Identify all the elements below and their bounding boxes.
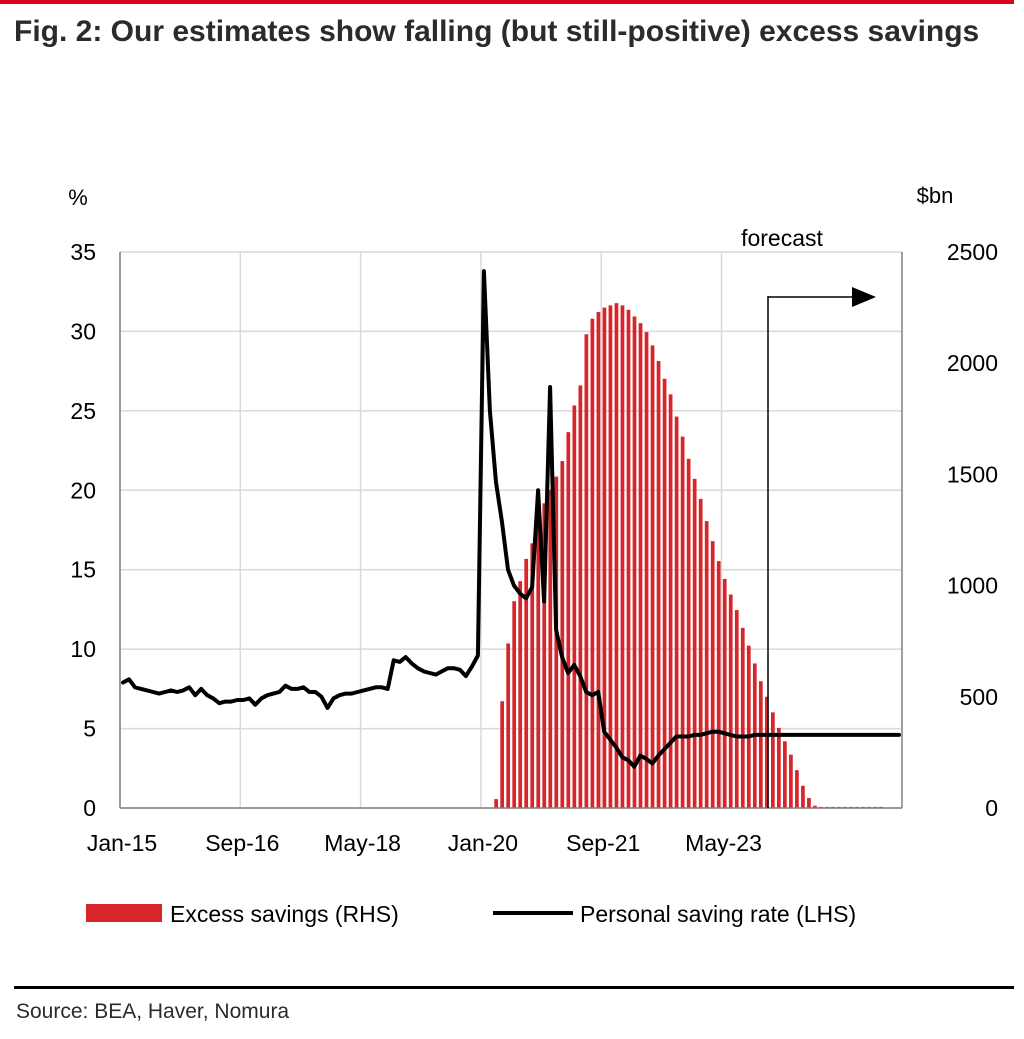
- figure-title: Fig. 2: Our estimates show falling (but …: [14, 15, 980, 48]
- excess-savings-bar: [584, 334, 589, 808]
- excess-savings-bar: [740, 627, 745, 808]
- excess-savings-bar: [680, 436, 685, 808]
- forecast-annotation: forecast: [741, 225, 876, 808]
- right-tick-label: 1000: [947, 573, 998, 599]
- x-tick-label: May-18: [324, 830, 401, 856]
- forecast-arrow-icon: [852, 287, 876, 307]
- right-tick-label: 500: [960, 684, 998, 710]
- excess-savings-bar: [704, 521, 709, 808]
- excess-savings-bar: [710, 541, 715, 808]
- left-tick-label: 35: [70, 239, 96, 265]
- excess-savings-bar: [542, 503, 547, 808]
- excess-savings-bar: [644, 332, 649, 808]
- excess-savings-bar: [686, 458, 691, 808]
- excess-savings-bar: [566, 432, 571, 808]
- excess-savings-bar: [795, 770, 799, 808]
- excess-savings-bar: [764, 696, 769, 808]
- right-tick-label: 2500: [947, 239, 998, 265]
- excess-savings-bar: [614, 303, 619, 808]
- excess-savings-bar: [656, 360, 661, 808]
- excess-savings-bar: [524, 558, 529, 808]
- excess-savings-bar: [783, 741, 787, 808]
- left-tick-label: 25: [70, 398, 96, 424]
- excess-savings-bar: [632, 316, 637, 808]
- excess-savings-bar: [530, 543, 535, 808]
- left-tick-label: 5: [83, 716, 96, 742]
- excess-savings-bar: [572, 405, 577, 808]
- excess-savings-bar: [662, 378, 667, 808]
- right-axis-ticks: 2500 2000 1500 1000 500 0: [947, 239, 998, 821]
- excess-savings-bar: [638, 323, 643, 808]
- right-tick-label: 2000: [947, 350, 998, 376]
- excess-savings-bar: [494, 799, 499, 808]
- excess-savings-bar: [722, 578, 727, 808]
- excess-savings-bar: [813, 805, 817, 808]
- excess-savings-bar: [734, 610, 739, 808]
- excess-savings-bar: [674, 416, 679, 808]
- excess-savings-bar: [560, 461, 565, 808]
- excess-savings-bar: [590, 318, 595, 808]
- excess-savings-bar: [512, 601, 517, 808]
- right-tick-label: 1500: [947, 461, 998, 487]
- excess-savings-bar: [506, 643, 511, 808]
- personal-saving-rate-line: [121, 269, 901, 769]
- excess-savings-bar: [770, 712, 775, 808]
- excess-savings-bar: [777, 727, 781, 808]
- excess-savings-bar: [746, 645, 751, 808]
- legend-label-saving-rate: Personal saving rate (LHS): [580, 901, 856, 927]
- x-tick-label: May-23: [685, 830, 762, 856]
- excess-savings-bar: [801, 785, 805, 808]
- forecast-label: forecast: [741, 225, 823, 251]
- excess-savings-bar: [602, 307, 607, 808]
- x-axis-ticks: Jan-15 Sep-16 May-18 Jan-20 Sep-21 May-23: [87, 830, 762, 856]
- top-accent-rule: [0, 0, 1014, 4]
- excess-savings-bar: [650, 345, 655, 808]
- excess-savings-bar: [698, 498, 703, 808]
- x-tick-label: Jan-20: [448, 830, 518, 856]
- left-tick-label: 20: [70, 477, 96, 503]
- axes: [119, 252, 903, 809]
- excess-savings-bar: [716, 561, 721, 808]
- excess-savings-bar: [596, 312, 601, 808]
- gridlines: [119, 251, 902, 809]
- legend-bar-swatch: [86, 904, 162, 922]
- left-tick-label: 30: [70, 318, 96, 344]
- excess-savings-bar: [500, 701, 505, 808]
- excess-savings-bar: [548, 489, 553, 808]
- excess-savings-bar: [578, 385, 583, 808]
- excess-savings-bar: [728, 594, 733, 808]
- legend-label-excess-savings: Excess savings (RHS): [170, 901, 399, 927]
- left-axis-label: %: [68, 185, 88, 210]
- excess-savings-bar: [807, 797, 811, 808]
- left-tick-label: 10: [70, 636, 96, 662]
- x-tick-label: Jan-15: [87, 830, 157, 856]
- excess-savings-bar: [536, 518, 541, 808]
- excess-savings-bar: [554, 476, 559, 808]
- excess-savings-bar: [518, 581, 523, 808]
- left-tick-label: 0: [83, 795, 96, 821]
- left-axis-ticks: 35 30 25 20 15 10 5 0: [70, 239, 96, 821]
- x-tick-label: Sep-16: [205, 830, 279, 856]
- source-note: Source: BEA, Haver, Nomura: [16, 1000, 290, 1023]
- excess-savings-bar: [758, 681, 763, 808]
- excess-savings-bars: [494, 303, 883, 808]
- excess-savings-bar: [608, 305, 613, 808]
- excess-savings-bar: [668, 394, 673, 808]
- x-tick-label: Sep-21: [566, 830, 640, 856]
- excess-savings-bar: [692, 478, 697, 808]
- excess-savings-bar: [789, 754, 793, 808]
- excess-savings-bar: [626, 309, 631, 808]
- left-tick-label: 15: [70, 557, 96, 583]
- right-tick-label: 0: [985, 795, 998, 821]
- excess-savings-bar: [620, 305, 625, 808]
- bottom-rule: [14, 986, 1014, 989]
- legend: Excess savings (RHS) Personal saving rat…: [86, 901, 856, 927]
- right-axis-label: $bn: [917, 183, 954, 208]
